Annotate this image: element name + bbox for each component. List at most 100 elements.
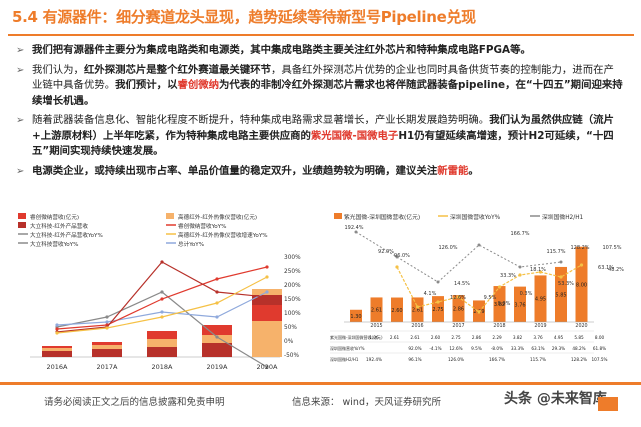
y-tick-label: 0% — [284, 339, 294, 345]
data-annotation: 126.0% — [438, 245, 457, 251]
series-point — [518, 273, 522, 277]
bullet-arrow-icon: ➢ — [16, 45, 25, 56]
series-point — [456, 295, 461, 299]
bar-segment — [202, 335, 232, 343]
data-annotation: 92.0% — [378, 249, 394, 255]
right-chart: 紫光国微-深圳国微营收(亿元) 深圳国微营收YoY% 深圳国微H2/H1 1.30 2.… — [330, 213, 624, 362]
series-point — [55, 327, 59, 331]
bar-segment — [252, 295, 282, 305]
table-cell: 2.29 — [492, 335, 502, 340]
series-point — [395, 255, 399, 259]
legend-swatch — [334, 213, 342, 219]
series-line — [56, 276, 268, 334]
data-annotation: 166.7% — [510, 231, 529, 237]
table-cell: 166.7% — [489, 357, 505, 362]
y-tick-label: 200% — [284, 283, 301, 289]
legend-label: 睿创微纳营收(亿元) — [30, 213, 79, 221]
data-annotation: 0.3% — [520, 291, 533, 297]
bar-value-label: 2.61 — [371, 308, 382, 314]
table-cell: 12.6% — [449, 346, 462, 351]
bar — [432, 296, 444, 322]
table-row-label: 深圳国微H2/H1 — [330, 356, 359, 362]
bar-value-label: 2.61 — [412, 308, 423, 314]
series-point — [55, 331, 59, 335]
bar-segment — [202, 343, 232, 357]
legend-swatch — [166, 213, 174, 219]
page-corner-mark — [598, 397, 618, 411]
bar-segment — [202, 325, 232, 335]
x-tick-label: 2016A — [47, 363, 69, 371]
bar-value-label: 2.86 — [453, 307, 464, 313]
table-cell: -4.1% — [429, 346, 441, 351]
bar — [411, 297, 424, 322]
data-annotation: 53.3% — [558, 281, 574, 287]
footer: 请务必阅读正文之后的信息披露和免责申明 信息来源： wind，天风证券研究所 头… — [0, 382, 641, 427]
series-line — [56, 291, 268, 326]
table-header-cell: 2017 — [452, 323, 464, 329]
page-title: 5.4 有源器件：细分赛道龙头显现，趋势延续等待新型号Pipeline兑现 — [12, 8, 476, 26]
charts-area: 睿创微纳营收(亿元) 大立科技-红外产品营收 大立科技-红外产品营收YoY% 大立科技… — [12, 207, 630, 377]
series-point — [160, 260, 164, 264]
series-point — [436, 300, 440, 304]
table-cell: 96.1% — [408, 357, 421, 362]
bullet-text: 电源类企业，或持续出现市占率、单品价值量的稳定双升，业绩趋势较为明确，建议关注新… — [32, 165, 479, 177]
bullet-segment: 我们认为， — [32, 63, 84, 76]
bullet-segment: 紫光国微-国微电子 — [310, 129, 399, 142]
data-annotation: 14.5% — [454, 281, 470, 287]
series-point — [518, 265, 522, 269]
series-point — [105, 326, 109, 330]
series-point — [497, 285, 502, 289]
bullet-segment: 睿创微纳 — [177, 79, 220, 91]
bullet-segment: 为代表的非制冷红外探测芯片需求也将伴随武器装备pipeline，在“十四五”期间… — [32, 79, 623, 107]
series-point — [265, 365, 269, 369]
bar-segment — [42, 348, 72, 351]
table-cell: 2.60 — [431, 335, 441, 340]
left-chart: 睿创微纳营收(亿元)大立科技-红外产品营收大立科技-红外产品营收YoY%大立科技… — [18, 213, 301, 371]
bar-segment — [147, 339, 177, 347]
data-annotation: 192.4% — [344, 225, 363, 231]
x-tick-label: 2017A — [97, 363, 119, 371]
bar — [534, 275, 547, 322]
bar — [514, 286, 526, 322]
table-header-cell: 2015 — [370, 323, 382, 329]
bar-value-label: 8.00 — [576, 282, 587, 288]
table-cell: 107.5% — [592, 357, 608, 362]
table-cell: 9.5% — [471, 346, 482, 351]
series-point — [395, 265, 399, 269]
table-cell: -8.0% — [491, 346, 503, 351]
series-point — [160, 290, 164, 294]
series-point — [160, 297, 164, 301]
bar-segment — [92, 349, 122, 357]
legend-swatch — [18, 213, 26, 219]
bullet-segment: H1仍有望延续高增速，预计H2可延续，“十四五”期间实现持续快速发展。 — [32, 129, 614, 158]
series-point — [215, 301, 219, 305]
data-annotation: 8.0% — [498, 301, 511, 307]
bullet-segment: 红外探测芯片是整个红外赛道最关键环节 — [83, 63, 271, 76]
data-annotation: 18.1% — [530, 267, 546, 273]
series-point — [559, 260, 563, 264]
legend-label: 总计YoY% — [178, 240, 204, 248]
series-point — [559, 275, 563, 279]
bar-value-label: 1.30 — [350, 314, 361, 320]
bar-value-label: 5.85 — [555, 292, 566, 298]
series-point — [160, 315, 164, 319]
series-point — [215, 277, 219, 281]
bullet-segment: 我们认为虽然供应链（流片+上游原材料）上半年吃紧，作为特种集成电路主要供应商的 — [32, 114, 614, 142]
legend-swatch — [18, 222, 26, 228]
table-cell: 48.2% — [572, 346, 585, 351]
bullet-segment: 我们把有源器件主要分为集成电路类和电源类，其中集成电路类主要关注红外芯片和特种集… — [32, 44, 531, 56]
bullet-item: ➢ 我们把有源器件主要分为集成电路类和电源类，其中集成电路类主要关注红外芯片和特种… — [14, 43, 624, 59]
table-header-cell: 2018 — [493, 323, 505, 329]
table-row-label: 紫光国微-深圳国微营收(亿元) — [330, 334, 383, 340]
bar-segment — [92, 345, 122, 349]
series-point — [265, 275, 269, 279]
data-annotation: 33.3% — [500, 273, 516, 279]
data-annotation: 107.5% — [602, 245, 621, 251]
bullet-text: 我们把有源器件主要分为集成电路类和电源类，其中集成电路类主要关注红外芯片和特种集… — [32, 44, 531, 56]
series-point — [215, 335, 219, 339]
series-point — [477, 243, 481, 247]
bar-value-label: 4.95 — [535, 297, 546, 303]
table-cell: 2.61 — [390, 335, 400, 340]
bar-value-label: 3.82 — [494, 302, 505, 308]
bar-segment — [252, 321, 282, 357]
